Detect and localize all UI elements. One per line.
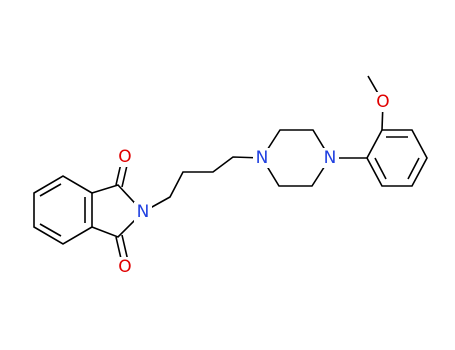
bonds <box>33 75 428 264</box>
carbonyl <box>121 234 129 262</box>
double-bond <box>374 157 387 180</box>
benzene-ring <box>33 175 93 245</box>
chain <box>142 156 263 213</box>
atom-label: O <box>118 147 131 167</box>
double-bond <box>39 183 62 197</box>
atom-label: O <box>118 257 131 277</box>
atom-labels: O O N N N O <box>116 92 392 277</box>
atom-label: O <box>376 92 389 112</box>
atom-label: N <box>324 148 337 168</box>
piperazine <box>261 129 331 187</box>
double-bond <box>407 157 420 180</box>
atom-label: N <box>256 148 269 168</box>
double-bond <box>39 223 62 237</box>
atom-label: N <box>137 202 150 222</box>
aryl-ring <box>366 129 428 187</box>
